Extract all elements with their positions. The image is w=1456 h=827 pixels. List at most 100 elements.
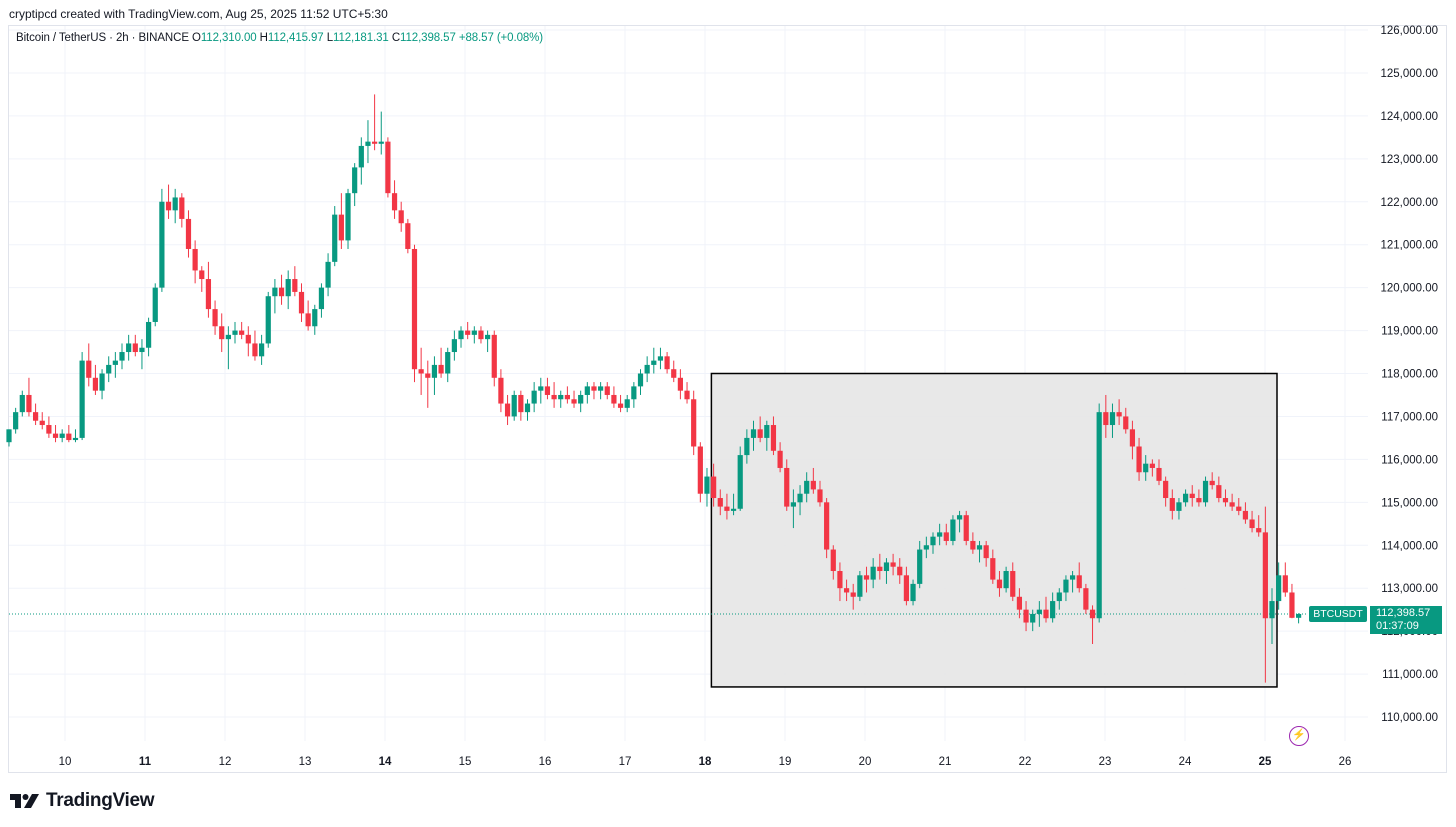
candle-body xyxy=(32,412,39,421)
candle xyxy=(478,326,484,344)
price-tick-label: 115,000.00 xyxy=(1381,497,1438,509)
candle-body xyxy=(225,334,231,340)
candle-body xyxy=(1050,601,1056,619)
legend-change: +88.57 (+0.08%) xyxy=(458,32,544,44)
price-tick-label: 121,000.00 xyxy=(1380,240,1438,252)
candle xyxy=(617,394,624,413)
candle-body xyxy=(152,287,158,322)
candle xyxy=(531,382,537,413)
candle xyxy=(930,532,936,554)
candle-body xyxy=(92,377,99,391)
price-tick-label: 119,000.00 xyxy=(1381,326,1438,338)
candle-body xyxy=(1189,493,1195,499)
candle xyxy=(757,416,763,443)
candle-body xyxy=(963,515,969,541)
candle-body xyxy=(923,545,929,550)
candle-body xyxy=(458,330,464,340)
time-tick-label: 12 xyxy=(219,756,232,768)
candle xyxy=(1123,407,1129,434)
candle-body xyxy=(119,352,125,361)
candle-body xyxy=(691,399,697,447)
candle xyxy=(312,304,318,335)
candle-body xyxy=(551,394,557,400)
candle-body xyxy=(631,386,637,400)
price-tick-label: 110,000.00 xyxy=(1381,712,1438,724)
candle xyxy=(1016,588,1023,619)
candle xyxy=(1269,588,1275,645)
candle-body xyxy=(6,429,12,443)
candle xyxy=(86,343,92,387)
candle-body xyxy=(19,394,25,413)
candle-body xyxy=(730,508,737,511)
candle xyxy=(245,326,251,357)
candle-body xyxy=(405,223,411,249)
candle-body xyxy=(1202,480,1209,503)
time-tick-label: 10 xyxy=(59,756,72,768)
candle-body xyxy=(770,425,777,451)
candle xyxy=(1216,476,1222,503)
price-axis: 110,000.00111,000.00112,000.00113,000.00… xyxy=(1380,25,1438,724)
candle-body xyxy=(717,498,723,507)
candle xyxy=(445,347,451,383)
candle-body xyxy=(1236,506,1242,511)
candle xyxy=(46,416,52,438)
candle-body xyxy=(624,399,630,408)
candle xyxy=(697,442,703,503)
candle-body xyxy=(983,545,989,559)
candle xyxy=(790,489,796,529)
candle xyxy=(870,558,876,589)
candle xyxy=(584,382,590,404)
candle-body xyxy=(578,394,584,404)
chart-credit: cryptipcd created with TradingView.com, … xyxy=(9,7,388,21)
candle-body xyxy=(285,279,291,297)
candle-body xyxy=(657,356,664,361)
candle xyxy=(345,188,351,249)
candle xyxy=(391,180,398,219)
candle xyxy=(976,540,983,563)
candle xyxy=(1089,605,1096,645)
candle xyxy=(1030,609,1036,632)
candle xyxy=(837,562,843,602)
candle-body xyxy=(937,532,943,537)
candle-body xyxy=(332,214,338,262)
candle-body xyxy=(857,575,863,597)
candle-body xyxy=(72,437,79,441)
candle xyxy=(711,463,717,507)
price-tick-label: 123,000.00 xyxy=(1380,154,1438,166)
candle-body xyxy=(491,334,497,378)
time-tick-label: 23 xyxy=(1099,756,1112,768)
candle xyxy=(465,321,471,340)
candle xyxy=(285,270,291,310)
candle xyxy=(1149,459,1155,477)
candle xyxy=(917,540,923,589)
candle xyxy=(199,266,205,292)
candle xyxy=(1189,485,1195,507)
candle xyxy=(172,188,178,224)
candle xyxy=(1249,510,1255,533)
candle xyxy=(817,480,823,507)
candle xyxy=(19,390,25,417)
candle xyxy=(677,369,683,400)
candle xyxy=(1010,562,1016,602)
price-tick-label: 118,000.00 xyxy=(1381,369,1438,381)
lightning-icon[interactable]: ⚡ xyxy=(1289,726,1309,746)
candle-body xyxy=(1089,609,1096,619)
candle-body xyxy=(132,343,138,353)
candle-body xyxy=(764,425,770,438)
candle-body xyxy=(192,248,198,271)
candle xyxy=(119,343,125,370)
candle xyxy=(784,459,790,511)
candle xyxy=(39,412,45,430)
candle-body xyxy=(1010,571,1016,597)
price-tick-label: 124,000.00 xyxy=(1380,111,1438,123)
candle xyxy=(883,558,890,584)
candle-body xyxy=(724,506,730,511)
price-tick-label: 125,000.00 xyxy=(1380,68,1438,80)
candle xyxy=(145,317,152,357)
candle xyxy=(325,253,331,297)
candle-body xyxy=(1109,412,1116,426)
candle-body xyxy=(1256,528,1262,533)
candle xyxy=(890,553,896,576)
candle xyxy=(425,360,431,408)
